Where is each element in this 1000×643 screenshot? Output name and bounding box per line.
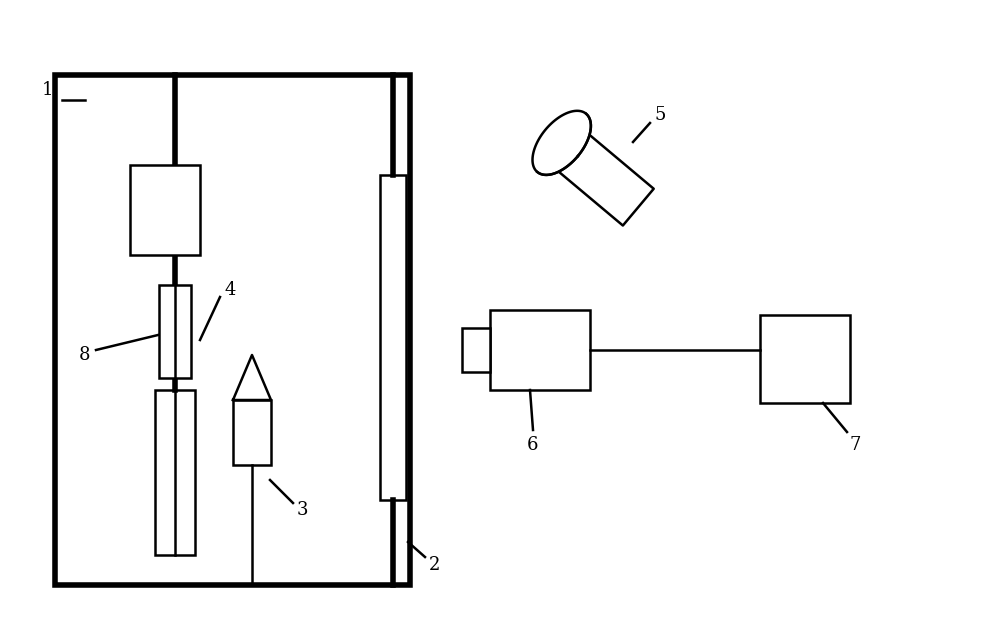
Bar (490, 310, 590, 390)
Text: 7: 7 (849, 436, 861, 454)
Bar (760, 315, 850, 403)
Bar (233, 400, 271, 465)
Polygon shape (546, 125, 654, 226)
Polygon shape (532, 111, 591, 175)
Text: 3: 3 (296, 501, 308, 519)
Text: 5: 5 (654, 106, 666, 124)
Text: 1: 1 (41, 81, 53, 99)
Bar (380, 175, 406, 500)
Bar (462, 328, 490, 372)
Text: 4: 4 (224, 281, 236, 299)
Bar (55, 75, 410, 585)
Text: 2: 2 (429, 556, 441, 574)
Bar (130, 165, 200, 255)
Bar (155, 390, 195, 555)
Text: 8: 8 (78, 346, 90, 364)
Bar (159, 285, 191, 378)
Text: 6: 6 (527, 436, 539, 454)
